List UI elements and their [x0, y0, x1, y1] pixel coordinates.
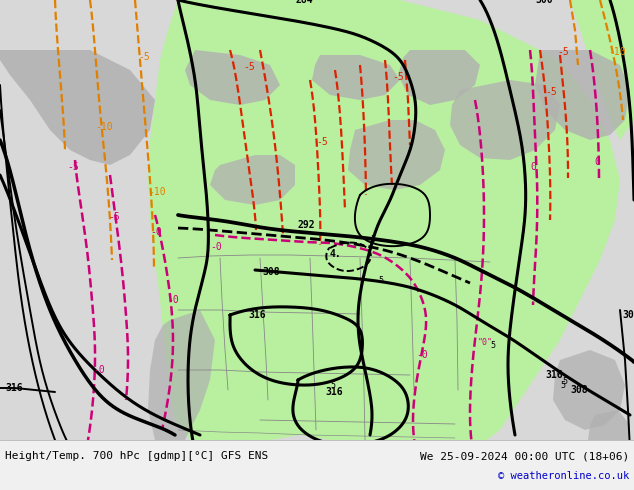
Text: 292: 292: [298, 220, 316, 230]
Text: -5: -5: [108, 212, 120, 222]
Polygon shape: [348, 120, 445, 190]
Text: 0: 0: [530, 162, 536, 172]
Polygon shape: [312, 55, 400, 100]
Text: -0: -0: [93, 365, 105, 375]
Polygon shape: [553, 350, 625, 430]
Text: 308: 308: [570, 385, 588, 395]
Text: 5: 5: [490, 341, 495, 350]
Text: -0: -0: [150, 227, 162, 237]
Text: -0: -0: [167, 295, 179, 305]
Text: © weatheronline.co.uk: © weatheronline.co.uk: [498, 471, 629, 481]
Text: 5: 5: [378, 276, 383, 285]
Polygon shape: [588, 410, 630, 455]
Text: -10: -10: [148, 187, 165, 197]
Bar: [0, 440, 634, 490]
Text: 30: 30: [622, 310, 634, 320]
Text: -10: -10: [95, 122, 113, 132]
Text: -10: -10: [608, 47, 626, 57]
Text: 5: 5: [370, 235, 375, 244]
Text: -0: -0: [210, 242, 222, 252]
Text: 5: 5: [562, 377, 567, 386]
Text: -5: -5: [67, 162, 79, 172]
Text: -5: -5: [557, 47, 569, 57]
Polygon shape: [148, 0, 620, 450]
Polygon shape: [148, 310, 215, 450]
Text: -5: -5: [392, 72, 404, 82]
Text: 5: 5: [560, 381, 565, 390]
Polygon shape: [210, 155, 295, 205]
Text: 308: 308: [262, 267, 280, 277]
Text: 316: 316: [5, 383, 23, 393]
Text: 0: 0: [594, 157, 600, 167]
Text: "0": "0": [478, 338, 493, 347]
Polygon shape: [450, 80, 560, 160]
Text: 5: 5: [330, 381, 335, 390]
Text: -5: -5: [243, 62, 255, 72]
Polygon shape: [535, 50, 630, 140]
Text: Height/Temp. 700 hPc [gdmp][°C] GFS ENS: Height/Temp. 700 hPc [gdmp][°C] GFS ENS: [5, 451, 268, 461]
Polygon shape: [570, 0, 634, 140]
Text: 300: 300: [535, 0, 553, 5]
Text: 4.: 4.: [330, 249, 342, 259]
Text: 316: 316: [545, 370, 562, 380]
Polygon shape: [398, 50, 480, 105]
Polygon shape: [185, 50, 280, 105]
Text: -5: -5: [316, 137, 328, 147]
Bar: [0, 0, 634, 440]
Text: 316: 316: [325, 387, 342, 397]
Polygon shape: [0, 50, 155, 165]
Text: -5: -5: [138, 52, 150, 62]
Text: 316: 316: [248, 310, 266, 320]
Text: -0: -0: [416, 350, 428, 360]
Text: -5: -5: [545, 87, 557, 97]
Text: 284: 284: [295, 0, 313, 5]
Text: We 25-09-2024 00:00 UTC (18+06): We 25-09-2024 00:00 UTC (18+06): [420, 451, 629, 461]
